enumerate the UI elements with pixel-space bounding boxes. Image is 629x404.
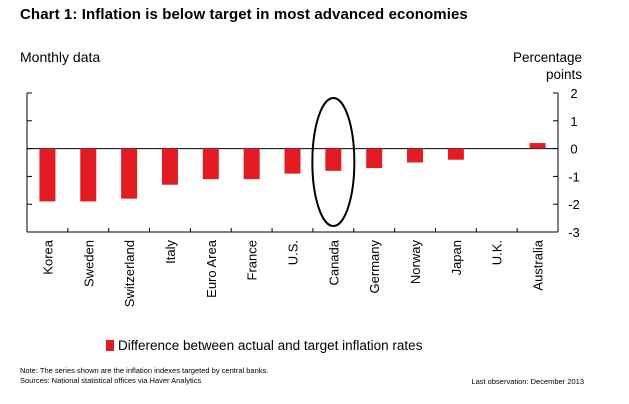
x-tick-label: Japan <box>449 240 464 275</box>
bar-u-s <box>284 148 301 174</box>
x-tick-label: U.K. <box>490 240 505 265</box>
bar-switzerland <box>121 148 138 199</box>
x-tick-label: Canada <box>326 239 341 285</box>
bar-japan <box>447 148 464 160</box>
y-tick-label: -2 <box>568 197 580 212</box>
x-tick-label: Italy <box>163 240 178 264</box>
y-axis-unit-line2: points <box>545 67 582 82</box>
footnote-sources: Sources: National statistical offices vi… <box>20 375 202 385</box>
x-tick-label: Korea <box>40 239 55 274</box>
y-tick-label: 1 <box>570 114 577 129</box>
x-tick-label: Norway <box>408 240 423 285</box>
legend: Difference between actual and target inf… <box>106 338 422 353</box>
bar-norway <box>407 148 424 163</box>
y-tick-label: -1 <box>568 169 580 184</box>
bar-france <box>243 148 260 180</box>
x-tick-label: Sweden <box>81 240 96 287</box>
chart-subtitle: Monthly data <box>20 49 101 65</box>
bar-korea <box>39 148 56 202</box>
x-tick-label: Australia <box>531 239 546 290</box>
y-axis-unit-label: Percentage points <box>513 49 582 83</box>
bar-sweden <box>80 148 97 202</box>
x-tick-label: Switzerland <box>122 240 137 307</box>
highlight-ellipse <box>311 97 356 227</box>
footnote-note: Note: The series shown are the inflation… <box>20 366 269 375</box>
bar-australia <box>529 143 546 149</box>
x-tick-label: Euro Area <box>204 239 219 298</box>
y-tick-label: 0 <box>570 142 577 157</box>
bar-euro-area <box>202 148 219 180</box>
last-observation: Last observation: December 2013 <box>471 377 584 386</box>
y-axis-unit-line1: Percentage <box>512 50 582 65</box>
bar-italy <box>161 148 178 185</box>
y-tick-label: -3 <box>568 225 580 240</box>
bar-germany <box>366 148 383 169</box>
x-tick-label: U.S. <box>286 240 301 265</box>
bar-canada <box>325 148 342 171</box>
legend-label: Difference between actual and target inf… <box>118 338 423 353</box>
x-tick-label: Germany <box>367 240 382 294</box>
y-tick-label: 2 <box>570 86 577 101</box>
footnote: Note: The series shown are the inflation… <box>20 366 268 385</box>
x-tick-label: France <box>245 240 260 280</box>
chart-title: Chart 1: Inflation is below target in mo… <box>20 6 468 23</box>
legend-swatch <box>106 340 114 351</box>
